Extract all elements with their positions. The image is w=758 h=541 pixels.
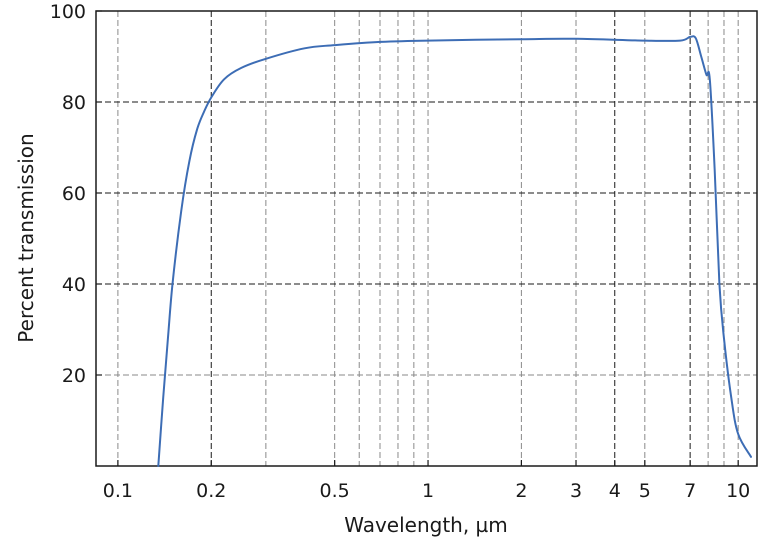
y-tick-labels: 20 40 60 80 100 xyxy=(50,1,86,387)
y-tick-label: 40 xyxy=(62,274,86,296)
x-tick-label: 7 xyxy=(684,480,696,502)
x-tick-label: 5 xyxy=(639,480,651,502)
x-tick-labels: 0.1 0.2 0.5 1 2 3 4 5 7 10 xyxy=(103,480,750,502)
y-axis-title: Percent transmission xyxy=(14,133,38,342)
x-tick-label: 0.2 xyxy=(196,480,226,502)
x-tick-label: 2 xyxy=(515,480,527,502)
transmission-curve xyxy=(157,35,752,467)
x-tick-label: 0.1 xyxy=(103,480,133,502)
y-tick-label: 100 xyxy=(50,1,86,23)
x-tick-label: 1 xyxy=(422,480,434,502)
x-axis-title: Wavelength, µm xyxy=(344,513,508,537)
y-tick-label: 20 xyxy=(62,365,86,387)
tick-marks xyxy=(96,10,739,466)
grid-lines xyxy=(96,11,757,466)
plot-frame xyxy=(95,10,758,467)
x-tick-label: 10 xyxy=(726,480,750,502)
x-tick-label: 3 xyxy=(570,480,582,502)
x-tick-label: 4 xyxy=(609,480,621,502)
x-tick-label: 0.5 xyxy=(320,480,350,502)
y-tick-label: 80 xyxy=(62,92,86,114)
y-tick-label: 60 xyxy=(62,183,86,205)
